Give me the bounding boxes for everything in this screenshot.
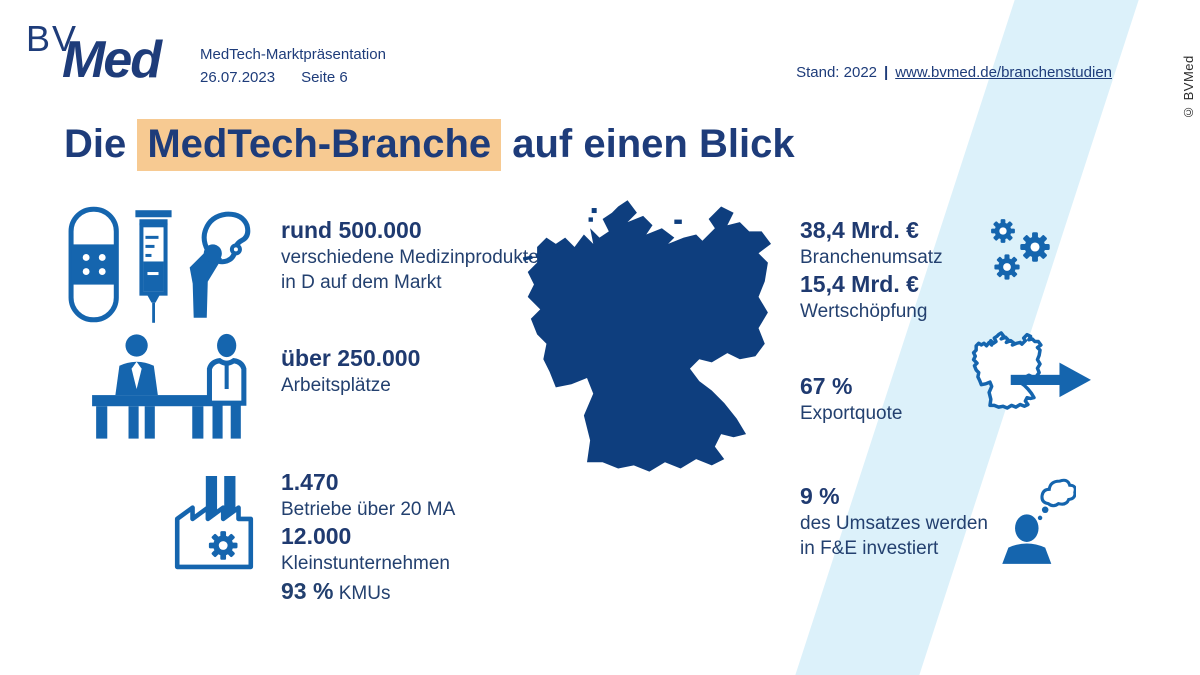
branchenstudien-link[interactable]: www.bvmed.de/branchenstudien xyxy=(895,64,1112,81)
islands-dashes xyxy=(522,208,682,261)
stat-value: 38,4 Mrd. € xyxy=(800,217,919,243)
germany-export-arrow-icon xyxy=(971,331,1091,410)
stat-export: 67 % Exportquote xyxy=(800,372,902,426)
logo-bv-text: BV xyxy=(26,18,79,59)
medical-products-icon-group xyxy=(58,203,254,329)
page-number: Seite 6 xyxy=(301,68,348,86)
gears-icon-group xyxy=(982,214,1060,288)
workers-icon-group xyxy=(84,332,256,442)
stat-value: rund 500.000 xyxy=(281,217,422,243)
factory-icon-group xyxy=(172,476,256,570)
standing-worker-icon xyxy=(206,333,247,439)
syringe-icon xyxy=(135,210,172,323)
logo-med-text: Med xyxy=(62,31,162,89)
stat-companies: 1.470 Betriebe über 20 MA 12.000 Kleinst… xyxy=(281,468,455,606)
stat-label: verschiedene Medizinprodukte xyxy=(281,246,539,268)
stat-label: des Umsatzes werden xyxy=(800,512,988,534)
stat-label: in D auf dem Markt xyxy=(281,271,442,293)
stat-value: 1.470 xyxy=(281,469,339,495)
stat-value: 93 % xyxy=(281,577,334,604)
export-icon-group xyxy=(962,326,1094,446)
copyright-vertical: © BVMed xyxy=(1181,55,1196,120)
thinking-icon-group xyxy=(998,474,1076,568)
title-highlight: MedTech-Branche xyxy=(137,119,502,171)
title-suffix: auf einen Blick xyxy=(501,122,795,166)
status-line: Stand: 2022 | www.bvmed.de/branchenstudien xyxy=(796,64,1112,81)
hip-implant-icon xyxy=(189,211,251,318)
page-title: Die MedTech-Branche auf einen Blick xyxy=(64,119,795,171)
gears-icon xyxy=(991,219,1050,280)
stat-turnover: 38,4 Mrd. € Branchenumsatz 15,4 Mrd. € W… xyxy=(800,216,943,324)
date-page-line: 26.07.2023 Seite 6 xyxy=(200,67,386,90)
factory-with-gear-icon xyxy=(174,476,254,570)
stat-label: KMUs xyxy=(338,582,391,604)
person-thinking-icon xyxy=(1002,478,1076,564)
stat-value: 9 % xyxy=(800,483,840,509)
germany-map xyxy=(515,194,790,587)
stand-label: Stand: 2022 xyxy=(796,64,877,81)
germany-map-silhouette xyxy=(527,200,772,472)
stat-label: Branchenumsatz xyxy=(800,246,943,268)
stat-value: 15,4 Mrd. € xyxy=(800,270,919,297)
stat-kmu-line: 93 % KMUs xyxy=(281,576,455,606)
stat-rnd: 9 % des Umsatzes werden in F&E investier… xyxy=(800,482,988,561)
bvmed-logo: BV Med xyxy=(26,18,186,96)
stat-label: Exportquote xyxy=(800,402,903,424)
date: 26.07.2023 xyxy=(200,68,276,86)
stat-label: Arbeitsplätze xyxy=(281,374,391,396)
stat-label: Betriebe über 20 MA xyxy=(281,498,456,520)
stat-value: 67 % xyxy=(800,373,853,399)
stat-value: über 250.000 xyxy=(281,345,421,371)
title-prefix: Die xyxy=(64,122,138,166)
stat-label: Kleinstunternehmen xyxy=(281,552,450,574)
stat-label: in F&E investiert xyxy=(800,537,939,559)
stat-products: rund 500.000 verschiedene Medizinprodukt… xyxy=(281,216,539,295)
stat-value: 12.000 xyxy=(281,522,352,549)
bandage-icon xyxy=(68,206,119,323)
stat-label: Wertschöpfung xyxy=(800,300,928,322)
presentation-subtitle-block: MedTech-Marktpräsentation 26.07.2023 Seit… xyxy=(200,44,386,89)
worker-at-desk-icon xyxy=(92,334,216,439)
separator: | xyxy=(884,64,889,81)
stat-jobs: über 250.000 Arbeitsplätze xyxy=(281,344,420,398)
presentation-title: MedTech-Marktpräsentation xyxy=(200,46,386,63)
